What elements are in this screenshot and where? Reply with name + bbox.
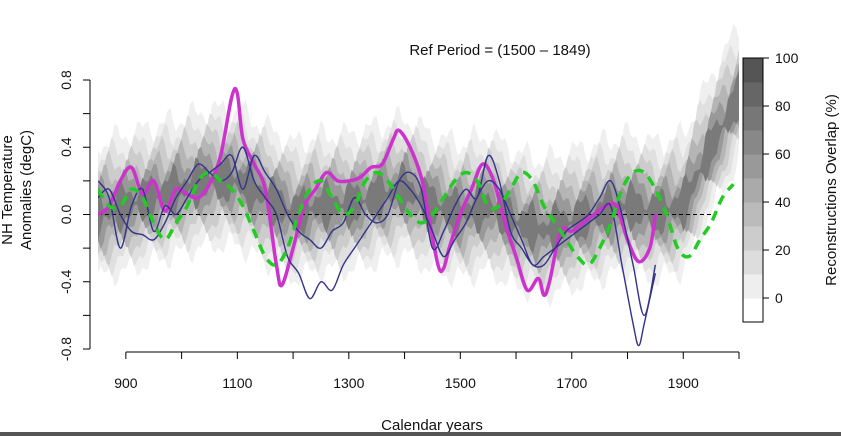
overlap-band-5 — [98, 70, 739, 255]
colorbar-tick-label: 0 — [775, 290, 783, 306]
series-line-1 — [98, 146, 657, 347]
y-tick-label: 0.0 — [58, 205, 74, 225]
x-axis-label: Calendar years — [381, 417, 483, 434]
colorbar-swatch — [743, 106, 763, 131]
y-tick-label: -0.8 — [58, 337, 74, 361]
x-tick-label: 1500 — [445, 375, 476, 391]
y-tick-label: -0.4 — [58, 270, 74, 294]
x-axis: 900 1100 1300 1500 1700 1900 — [114, 351, 740, 391]
colorbar-tick-label: 100 — [775, 50, 799, 66]
colorbar-swatch — [743, 154, 763, 179]
x-tick-label: 900 — [114, 375, 138, 391]
x-tick-label: 1100 — [222, 375, 252, 391]
colorbar-tick-label: 20 — [775, 242, 791, 258]
series-layer — [98, 86, 735, 347]
colorbar-swatch — [743, 58, 763, 83]
series-line-3 — [98, 168, 735, 267]
colorbar-tick-label: 40 — [775, 194, 791, 210]
y-axis-label-line2: Anomalies (degC) — [18, 130, 35, 250]
colorbar-swatch — [743, 226, 763, 251]
x-tick-label: 1700 — [556, 375, 587, 391]
colorbar-tick-label: 60 — [775, 146, 791, 162]
colorbar-swatch — [743, 298, 763, 323]
y-tick-label: 0.8 — [58, 70, 74, 90]
colorbar-swatch — [743, 82, 763, 107]
colorbar-swatch — [743, 250, 763, 275]
y-tick-label: 0.4 — [58, 137, 74, 157]
colorbar-label: Reconstructions Overlap (%) — [823, 94, 840, 286]
window-bottom-bar — [0, 432, 841, 436]
chart-title: Ref Period = (1500 – 1849) — [409, 42, 590, 59]
x-tick-label: 1300 — [333, 375, 364, 391]
x-tick-label: 1900 — [668, 375, 699, 391]
colorbar: 0 20 40 60 80 100 — [742, 50, 799, 323]
y-axis: -0.8 -0.4 0.0 0.4 0.8 — [58, 70, 91, 361]
colorbar-tick-label: 80 — [775, 98, 791, 114]
colorbar-swatch — [743, 202, 763, 227]
y-axis-label-line1: NH Temperature — [0, 135, 16, 245]
colorbar-swatch — [743, 178, 763, 203]
colorbar-swatch — [743, 130, 763, 155]
series-line-0 — [98, 86, 658, 297]
colorbar-frame — [742, 57, 764, 323]
colorbar-swatch — [743, 274, 763, 299]
